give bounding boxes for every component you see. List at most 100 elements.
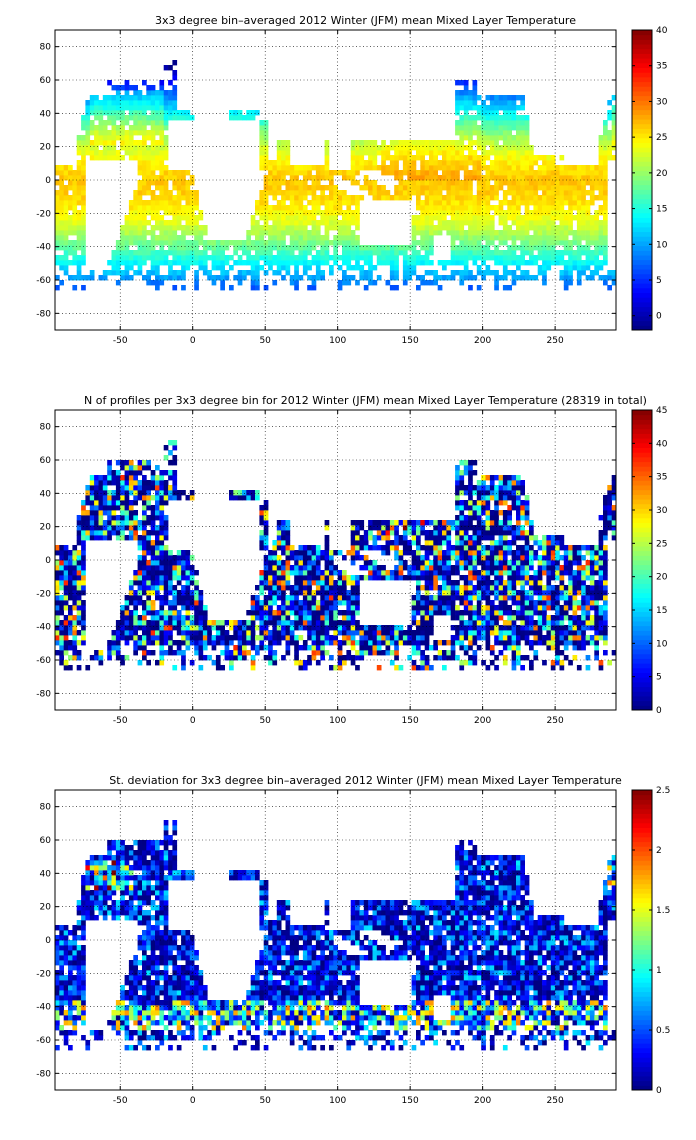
heatmap-cell (194, 580, 199, 586)
heatmap-cell (542, 590, 547, 596)
heatmap-cell (394, 165, 399, 171)
heatmap-cell (537, 195, 543, 201)
heatmap-cell (185, 595, 191, 601)
heatmap-cell (598, 665, 604, 671)
heatmap-cell (542, 165, 547, 171)
heatmap-cell (198, 230, 204, 236)
heatmap-cell (381, 185, 386, 191)
heatmap-cell (307, 630, 312, 636)
heatmap-cell (520, 115, 525, 121)
heatmap-cell (124, 250, 130, 256)
heatmap-cell (507, 570, 512, 576)
heatmap-cell (102, 145, 108, 151)
heatmap-cell (516, 570, 521, 576)
heatmap-cell (294, 275, 299, 281)
heatmap-cell (520, 555, 525, 561)
heatmap-cell (146, 590, 151, 596)
heatmap-cell (142, 655, 147, 661)
heatmap-cell (494, 575, 499, 581)
heatmap-cell (98, 155, 104, 161)
heatmap-cell (546, 260, 552, 266)
heatmap-cell (133, 640, 138, 646)
heatmap-cell (298, 235, 304, 241)
heatmap-cell (324, 150, 330, 156)
heatmap-cell (598, 660, 604, 666)
heatmap-cell (307, 215, 312, 221)
heatmap-cell (576, 580, 582, 586)
heatmap-cell (363, 565, 369, 571)
heatmap-cell (242, 245, 247, 251)
heatmap-cell (359, 630, 365, 636)
heatmap-cell (194, 255, 199, 261)
heatmap-cell (533, 655, 539, 661)
heatmap-cell (559, 165, 565, 171)
heatmap-cell (455, 80, 460, 86)
heatmap-cell (176, 215, 182, 221)
colorbar-segment (632, 58, 652, 64)
heatmap-cell (368, 155, 373, 161)
heatmap-cell (155, 120, 160, 126)
heatmap-cell (589, 190, 595, 196)
heatmap-cell (437, 275, 443, 281)
heatmap-cell (194, 275, 199, 281)
heatmap-cell (263, 185, 269, 191)
heatmap-cell (76, 640, 82, 646)
heatmap-cell (472, 595, 478, 601)
heatmap-cell (524, 210, 530, 216)
heatmap-cell (272, 550, 278, 556)
heatmap-cell (298, 275, 304, 281)
heatmap-cell (385, 245, 391, 251)
heatmap-cell (81, 125, 86, 131)
heatmap-cell (455, 165, 460, 171)
heatmap-cell (450, 175, 456, 181)
heatmap-cell (572, 610, 578, 616)
heatmap-cell (489, 590, 495, 596)
heatmap-cell (463, 190, 469, 196)
heatmap-cell (172, 60, 178, 66)
heatmap-cell (442, 165, 447, 171)
heatmap-cell (472, 220, 478, 226)
heatmap-cell (407, 630, 412, 636)
heatmap-cell (68, 630, 73, 636)
heatmap-cell (337, 225, 343, 231)
heatmap-cell (502, 620, 508, 626)
heatmap-cell (355, 170, 360, 176)
heatmap-cell (194, 620, 199, 626)
heatmap-cell (355, 585, 360, 591)
heatmap-cell (120, 240, 125, 246)
heatmap-cell (163, 580, 169, 586)
heatmap-cell (115, 115, 121, 121)
colorbar-segment (632, 189, 652, 195)
heatmap-cell (276, 190, 282, 196)
heatmap-cell (294, 620, 299, 626)
heatmap-cell (194, 590, 199, 596)
heatmap-cell (120, 245, 125, 251)
heatmap-cell (302, 640, 308, 646)
heatmap-cell (302, 205, 308, 211)
heatmap-cell (255, 615, 260, 621)
heatmap-cell (589, 195, 595, 201)
heatmap-cell (463, 555, 469, 561)
heatmap-cell (128, 110, 134, 116)
heatmap-cell (489, 585, 495, 591)
heatmap-cell (289, 165, 295, 171)
heatmap-cell (407, 270, 412, 276)
heatmap-cell (146, 240, 151, 246)
heatmap-cell (485, 140, 491, 146)
heatmap-cell (442, 145, 447, 151)
heatmap-cell (481, 185, 486, 191)
heatmap-cell (455, 105, 460, 111)
heatmap-cell (572, 550, 578, 556)
heatmap-cell (102, 130, 108, 136)
heatmap-cell (463, 550, 469, 556)
heatmap-cell (259, 140, 265, 146)
heatmap-cell (476, 155, 482, 161)
heatmap-cell (529, 210, 534, 216)
heatmap-cell (263, 635, 269, 641)
heatmap-cell (559, 620, 565, 626)
heatmap-cell (146, 605, 151, 611)
heatmap-cell (489, 250, 495, 256)
heatmap-cell (63, 205, 69, 211)
heatmap-cell (550, 615, 556, 621)
heatmap-cell (263, 230, 269, 236)
